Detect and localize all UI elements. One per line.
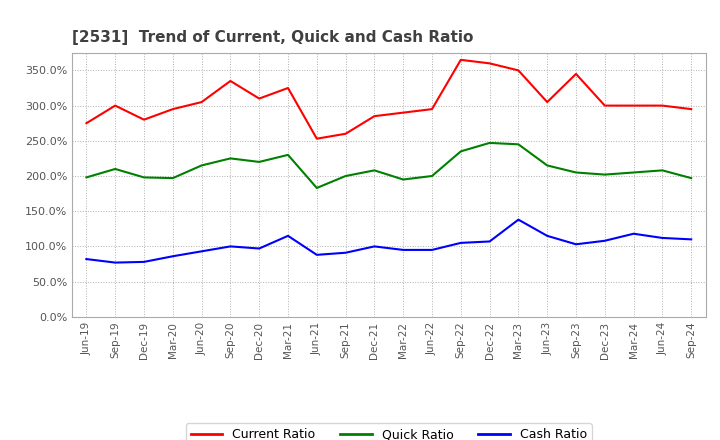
Cash Ratio — [456, 240, 465, 246]
Line: Quick Ratio: Quick Ratio — [86, 143, 691, 188]
Current Ratio — [600, 103, 609, 108]
Quick Ratio — [399, 177, 408, 182]
Current Ratio — [543, 99, 552, 105]
Cash Ratio — [370, 244, 379, 249]
Quick Ratio — [485, 140, 494, 146]
Current Ratio — [140, 117, 148, 122]
Cash Ratio — [600, 238, 609, 243]
Quick Ratio — [629, 170, 638, 175]
Quick Ratio — [572, 170, 580, 175]
Cash Ratio — [543, 233, 552, 238]
Quick Ratio — [226, 156, 235, 161]
Cash Ratio — [485, 239, 494, 244]
Current Ratio — [111, 103, 120, 108]
Cash Ratio — [629, 231, 638, 236]
Cash Ratio — [312, 252, 321, 257]
Current Ratio — [312, 136, 321, 141]
Current Ratio — [687, 106, 696, 112]
Current Ratio — [341, 131, 350, 136]
Cash Ratio — [197, 249, 206, 254]
Text: [2531]  Trend of Current, Quick and Cash Ratio: [2531] Trend of Current, Quick and Cash … — [72, 29, 473, 45]
Current Ratio — [629, 103, 638, 108]
Quick Ratio — [658, 168, 667, 173]
Current Ratio — [370, 114, 379, 119]
Quick Ratio — [341, 173, 350, 179]
Cash Ratio — [514, 217, 523, 222]
Cash Ratio — [428, 247, 436, 253]
Cash Ratio — [140, 259, 148, 264]
Quick Ratio — [168, 176, 177, 181]
Current Ratio — [658, 103, 667, 108]
Current Ratio — [572, 71, 580, 77]
Cash Ratio — [687, 237, 696, 242]
Quick Ratio — [312, 185, 321, 191]
Quick Ratio — [456, 149, 465, 154]
Quick Ratio — [111, 166, 120, 172]
Cash Ratio — [111, 260, 120, 265]
Cash Ratio — [658, 235, 667, 241]
Quick Ratio — [370, 168, 379, 173]
Current Ratio — [485, 61, 494, 66]
Quick Ratio — [197, 163, 206, 168]
Current Ratio — [284, 85, 292, 91]
Line: Current Ratio: Current Ratio — [86, 60, 691, 139]
Quick Ratio — [543, 163, 552, 168]
Current Ratio — [168, 106, 177, 112]
Cash Ratio — [82, 257, 91, 262]
Current Ratio — [428, 106, 436, 112]
Legend: Current Ratio, Quick Ratio, Cash Ratio: Current Ratio, Quick Ratio, Cash Ratio — [186, 423, 592, 440]
Quick Ratio — [428, 173, 436, 179]
Quick Ratio — [140, 175, 148, 180]
Line: Cash Ratio: Cash Ratio — [86, 220, 691, 263]
Cash Ratio — [255, 246, 264, 251]
Quick Ratio — [687, 176, 696, 181]
Current Ratio — [399, 110, 408, 115]
Quick Ratio — [514, 142, 523, 147]
Cash Ratio — [399, 247, 408, 253]
Cash Ratio — [341, 250, 350, 255]
Cash Ratio — [284, 233, 292, 238]
Cash Ratio — [572, 242, 580, 247]
Current Ratio — [226, 78, 235, 84]
Quick Ratio — [600, 172, 609, 177]
Quick Ratio — [284, 152, 292, 158]
Current Ratio — [197, 99, 206, 105]
Quick Ratio — [255, 159, 264, 165]
Cash Ratio — [226, 244, 235, 249]
Current Ratio — [255, 96, 264, 101]
Current Ratio — [82, 121, 91, 126]
Quick Ratio — [82, 175, 91, 180]
Current Ratio — [456, 57, 465, 62]
Current Ratio — [514, 68, 523, 73]
Cash Ratio — [168, 253, 177, 259]
